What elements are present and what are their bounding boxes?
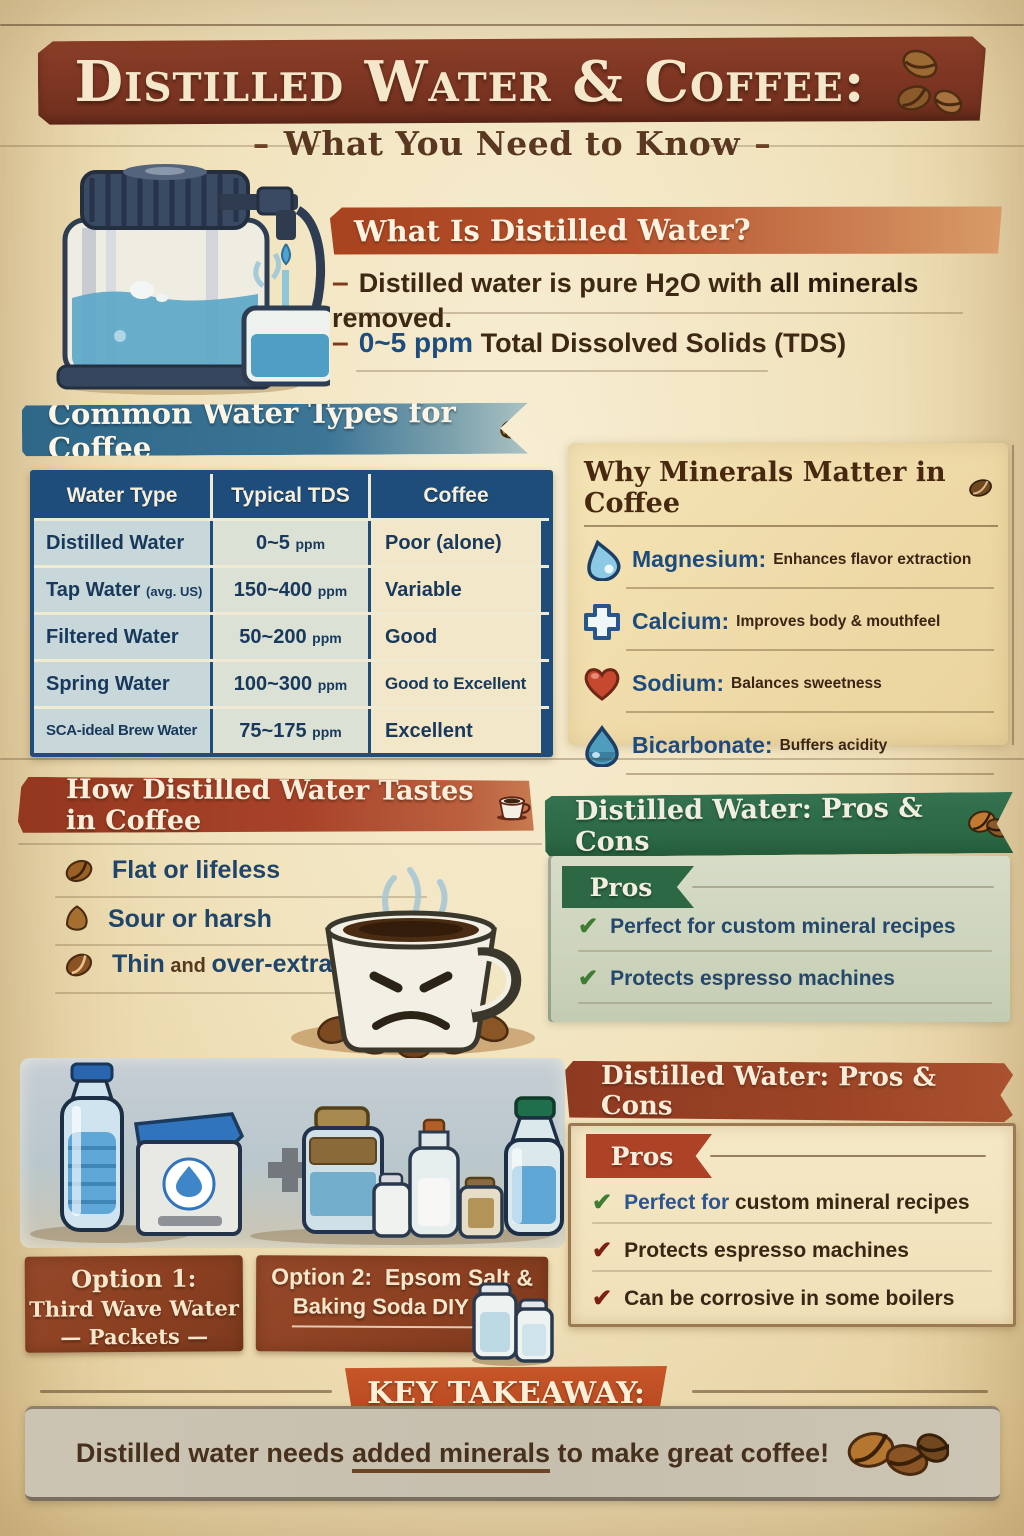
pros-ribbon: Pros (586, 1134, 712, 1178)
divider-line (592, 1270, 992, 1272)
calcium-cross-icon (584, 603, 620, 640)
coffee-beans-icon (847, 1432, 950, 1476)
divider-line (55, 992, 459, 994)
dash-decoration: – (252, 124, 270, 163)
coffee-bean-icon (969, 479, 992, 497)
divider-line (692, 1390, 988, 1393)
divider-line (578, 950, 992, 952)
diy-jars-illustration (466, 1278, 558, 1370)
sad-coffee-cup-illustration (268, 858, 554, 1062)
whatis-bullet-1: – Distilled water is pure H2O with all mi… (332, 266, 919, 334)
table-row: Tap Water (avg. US) 150~400 ppm Variable (34, 565, 549, 612)
coffee-bean-icon (65, 905, 88, 931)
table-header-row: Water Type Typical TDS Coffee Suitabilit… (34, 474, 549, 551)
coffee-beans-icon (964, 802, 1013, 842)
con-item: ✔ Can be corrosive in some boilers (592, 1285, 955, 1312)
column-header: Typical TDS (210, 474, 368, 518)
what-is-banner: What Is Distilled Water? (330, 205, 1002, 257)
coffee-bean-icon (498, 413, 528, 443)
divider-line (626, 587, 994, 589)
dash-bullet: – (332, 326, 349, 359)
water-types-table: Water Type Typical TDS Coffee Suitabilit… (30, 470, 553, 757)
section-heading: Distilled Water: Pros & Cons (600, 1060, 937, 1121)
water-distiller-illustration (30, 158, 351, 400)
mineral-options-illustration (20, 1058, 565, 1248)
table-row: Spring Water 100~300 ppm Good to Excelle… (34, 659, 549, 706)
divider-line (55, 944, 427, 946)
page-title: Distilled Water & Coffee: (74, 49, 866, 115)
mineral-item: Calcium: Improves body & mouthfeel (582, 598, 996, 645)
check-icon: ✔ (592, 1285, 613, 1312)
check-icon: ✔ (592, 1189, 613, 1216)
taste-item: Flat or lifeless (62, 856, 280, 885)
minerals-panel: Why Minerals Matter in Coffee Magnesium:… (568, 443, 1008, 775)
table-row: Distilled Water 0~5 ppm Poor (alone) (34, 518, 549, 565)
check-icon: ✔ (592, 1237, 613, 1264)
dash-decoration: – (754, 124, 772, 163)
divider-line (18, 843, 542, 845)
column-header: Coffee Suitability (368, 474, 541, 551)
divider-line (706, 145, 1024, 147)
coffee-cup-icon (493, 787, 534, 827)
divider-line (626, 649, 994, 651)
mineral-item: Sodium: Balances sweetness (582, 660, 996, 707)
pro-item: ✔ Protects espresso machines (592, 1237, 909, 1264)
sodium-heart-icon (584, 667, 620, 701)
magnesium-droplet-icon (587, 539, 621, 581)
mineral-item: Bicarbonate: Buffers acidity (582, 722, 996, 769)
pro-item: ✔ Protects espresso machines (578, 965, 895, 992)
divider-line (626, 773, 994, 775)
section-heading: How Distilled Water Tastes in Coffee (65, 774, 474, 837)
pro-item: ✔ Perfect for custom mineral recipes (578, 913, 956, 940)
divider-line (578, 1002, 992, 1004)
option1-label: Option 1: Third Wave Water — Packets — (24, 1255, 244, 1353)
divider-line (710, 1155, 986, 1157)
divider-line (1012, 445, 1014, 745)
table-row: SCA-ideal Brew Water 75~175 ppm Excellen… (34, 706, 549, 753)
dash-bullet: – (332, 266, 349, 299)
section-heading: What Is Distilled Water? (353, 212, 751, 249)
section-heading: Distilled Water: Pros & Cons (574, 792, 923, 858)
divider-line (356, 370, 768, 372)
key-takeaway-bar: Distilled water needs added minerals to … (25, 1406, 1000, 1501)
whatis-bullet-2: –0~5 ppm Total Dissolved Solids (TDS) (332, 326, 847, 359)
divider-line (584, 525, 998, 527)
bicarbonate-droplet-icon (585, 724, 619, 767)
divider-line (0, 758, 1024, 760)
divider-line (0, 145, 320, 147)
table-row: Filtered Water 50~200 ppm Good (34, 612, 549, 659)
column-header: Water Type (34, 474, 210, 518)
pros-cons-banner-red: Distilled Water: Pros & Cons (565, 1061, 1013, 1122)
tastes-banner: How Distilled Water Tastes in Coffee (18, 777, 534, 835)
coffee-beans-icon (890, 48, 970, 124)
coffee-bean-icon (65, 953, 93, 976)
divider-line (592, 1222, 992, 1224)
check-icon: ✔ (578, 913, 599, 940)
coffee-bean-icon (65, 859, 93, 882)
pro-item: ✔ Perfect for custom mineral recipes (592, 1189, 970, 1216)
divider-line (40, 1390, 332, 1393)
section-heading: Common Water Types for Coffee (47, 394, 456, 465)
mineral-item: Magnesium: Enhances flavor extraction (582, 536, 996, 583)
divider-line (0, 24, 1024, 26)
check-icon: ✔ (578, 965, 599, 992)
divider-line (626, 711, 994, 713)
divider-line (55, 896, 427, 898)
divider-line (692, 886, 994, 888)
water-types-banner: Common Water Types for Coffee (22, 403, 528, 457)
divider-line (345, 312, 963, 314)
pros-ribbon: Pros (562, 866, 694, 908)
pros-cons-banner-green: Distilled Water: Pros & Cons (545, 792, 1014, 857)
key-takeaway-text: Distilled water needs added minerals to … (76, 1437, 829, 1473)
taste-item: Sour or harsh (62, 904, 272, 934)
section-heading: Why Minerals Matter in Coffee (584, 457, 994, 519)
page-subtitle: – What You Need to Know – (0, 124, 1024, 163)
